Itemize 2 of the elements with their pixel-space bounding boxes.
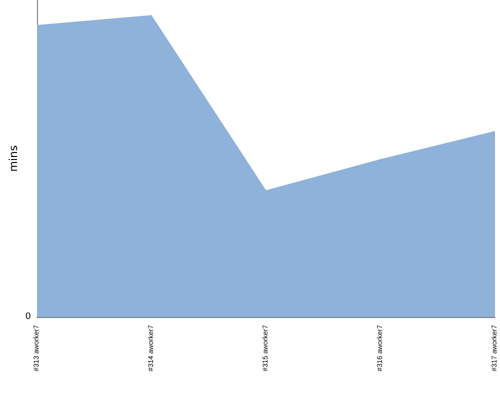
text: 0	[25, 312, 32, 322]
y-axis-title: mins	[7, 145, 20, 172]
